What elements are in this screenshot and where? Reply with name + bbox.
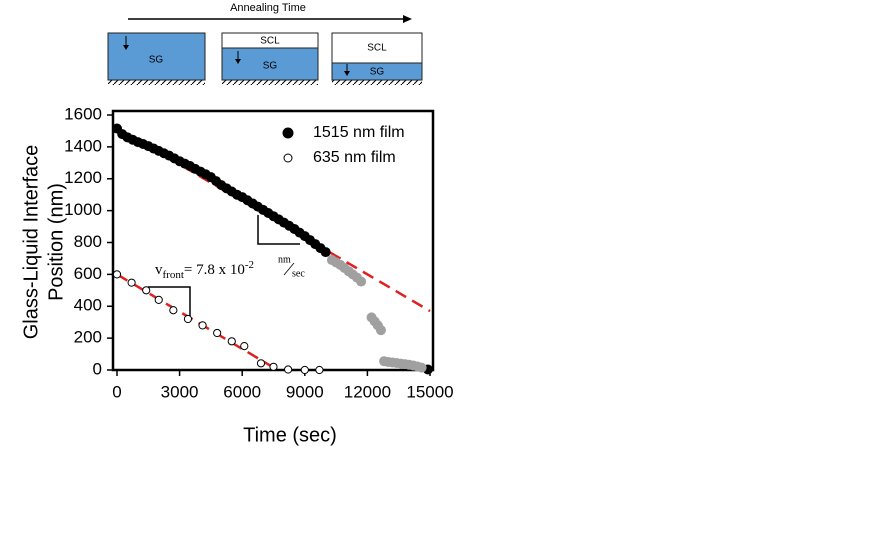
data-point (240, 341, 249, 351)
slope-triangle (257, 215, 300, 245)
y-tick-label: 0 (93, 359, 102, 378)
arrow-head (235, 59, 241, 64)
x-tick-label: 12000 (344, 382, 391, 401)
x-tick-label: 0 (112, 382, 121, 401)
sg-layer (221, 47, 319, 81)
data-point (213, 328, 222, 338)
y-tick-label: 200 (74, 328, 102, 347)
data-point (142, 286, 151, 295)
y-axis-label: Glass-Liquid Interface (20, 145, 42, 340)
unit-den: sec (292, 268, 305, 279)
substrate (108, 80, 205, 85)
y-tick-label: 600 (74, 264, 102, 283)
x-tick-label: 9000 (286, 382, 324, 401)
layer-label: SG (263, 61, 278, 72)
y-tick-label: 800 (74, 232, 102, 251)
legend-label: 1515 nm film (313, 124, 405, 141)
data-point (198, 321, 207, 330)
data-point (154, 295, 163, 304)
data-point (375, 325, 386, 336)
layer-label: SG (370, 67, 385, 78)
unit-slash (283, 262, 295, 276)
scl-layer (331, 32, 423, 64)
data-point (269, 362, 278, 371)
data-point (284, 365, 293, 374)
layer-label: SG (149, 55, 164, 66)
data-point (169, 306, 178, 315)
data-point (320, 247, 331, 258)
data-point (112, 270, 122, 279)
unit-num: nm (278, 254, 291, 265)
y-tick-label: 1000 (64, 200, 102, 219)
y-tick-label: 1200 (64, 168, 102, 187)
legend-marker (283, 153, 293, 163)
annotation-sub: front (163, 269, 184, 281)
data-point (183, 314, 193, 324)
arrow-head (123, 45, 129, 50)
legend-marker (282, 127, 294, 139)
annotation-sup: -2 (245, 259, 254, 271)
arrow-head (344, 71, 350, 76)
data-point (356, 276, 367, 287)
x-axis-label: Time (sec) (243, 424, 337, 446)
x-tick-label: 15000 (406, 382, 453, 401)
x-tick-label: 3000 (161, 382, 199, 401)
schematic-title: Annealing Time (230, 2, 306, 14)
x-tick-label: 6000 (223, 382, 261, 401)
annotation-text: = 7.8 x 10 (184, 262, 245, 278)
slope-triangle (148, 286, 191, 316)
data-point (227, 337, 236, 346)
data-point (300, 365, 309, 375)
y-axis-label: Position (nm) (45, 183, 67, 301)
annotation-v: v (155, 262, 163, 278)
arrow-head (403, 15, 412, 23)
substrate (222, 80, 318, 85)
data-point (127, 278, 136, 287)
annotation: vfront= 7.8 x 10-2 (155, 259, 254, 281)
fit-line (116, 273, 279, 372)
y-tick-label: 1400 (64, 136, 102, 155)
substrate (332, 80, 422, 85)
y-tick-label: 1600 (64, 104, 102, 123)
layer-label: SCL (367, 43, 387, 54)
data-point (315, 365, 324, 375)
y-tick-label: 400 (74, 296, 102, 315)
layer-label: SCL (260, 36, 280, 47)
data-point (416, 362, 427, 373)
legend-label: 635 nm film (313, 149, 396, 166)
data-point (256, 359, 266, 368)
